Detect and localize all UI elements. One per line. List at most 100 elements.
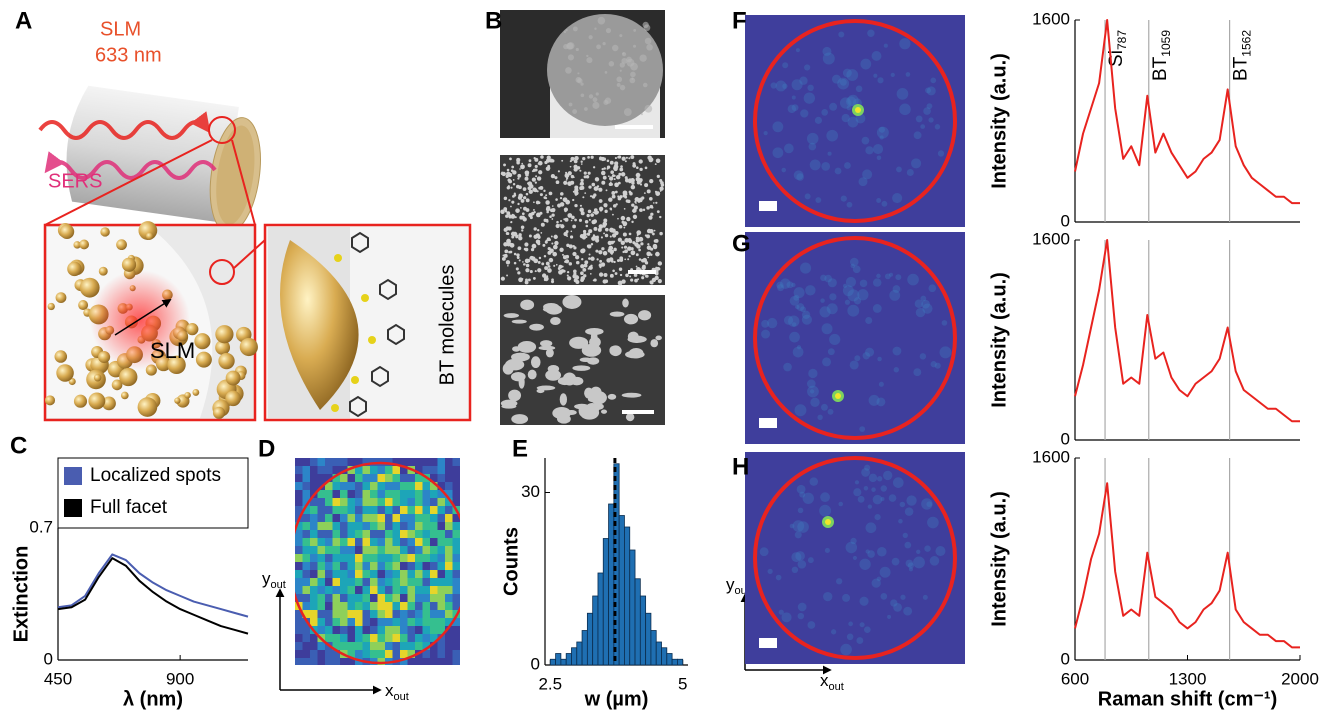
sem-grain bbox=[545, 194, 547, 196]
histogram-bar bbox=[656, 642, 661, 665]
speckle bbox=[815, 197, 821, 203]
heatmap-cell bbox=[430, 514, 438, 522]
speckle bbox=[859, 597, 868, 606]
sem-grain bbox=[504, 250, 508, 254]
sem-grain bbox=[580, 183, 582, 185]
sem-grain bbox=[554, 241, 558, 245]
heatmap-cell bbox=[400, 562, 408, 570]
sem-grain bbox=[528, 370, 537, 380]
heatmap-cell bbox=[325, 514, 333, 522]
x-tick-label: 600 bbox=[1061, 669, 1089, 688]
speckle bbox=[797, 345, 801, 349]
focus-spot bbox=[825, 519, 831, 525]
sem-grain bbox=[611, 191, 615, 195]
speckle bbox=[776, 282, 783, 289]
heatmap-cell bbox=[393, 522, 401, 530]
heatmap-cell bbox=[325, 626, 333, 634]
heatmap-cell bbox=[430, 554, 438, 562]
heatmap-cell bbox=[363, 562, 371, 570]
heatmap-cell bbox=[310, 514, 318, 522]
heatmap-cell bbox=[340, 458, 348, 466]
sem-grain bbox=[551, 236, 553, 238]
heatmap-cell bbox=[453, 522, 461, 530]
speckle bbox=[907, 169, 914, 176]
heatmap-cell bbox=[363, 594, 371, 602]
heatmap-cell bbox=[408, 562, 416, 570]
heatmap-cell bbox=[378, 498, 386, 506]
sem-grain bbox=[624, 258, 626, 260]
speckle bbox=[927, 517, 939, 529]
heatmap-cell bbox=[453, 530, 461, 538]
sem-grain bbox=[560, 197, 562, 199]
sem-grain bbox=[508, 180, 512, 184]
sem-grain bbox=[535, 181, 537, 183]
heatmap-cell bbox=[325, 498, 333, 506]
heatmap-cell bbox=[318, 458, 326, 466]
sem-grain bbox=[564, 218, 568, 222]
heatmap-cell bbox=[303, 658, 311, 666]
sem-grain bbox=[625, 273, 629, 277]
heatmap-cell bbox=[378, 474, 386, 482]
sem-grain bbox=[655, 276, 659, 280]
legend-label: Localized spots bbox=[90, 465, 221, 486]
heatmap-cell bbox=[318, 570, 326, 578]
heatmap-cell bbox=[393, 594, 401, 602]
sem-grain bbox=[577, 78, 582, 83]
sem-grain bbox=[602, 168, 604, 170]
sem-grain bbox=[571, 175, 574, 178]
sem-grain bbox=[569, 103, 573, 107]
speckle bbox=[877, 357, 882, 362]
heatmap-cell bbox=[415, 610, 423, 618]
sem-grain bbox=[631, 221, 633, 223]
heatmap-cell bbox=[453, 570, 461, 578]
sem-grain bbox=[571, 231, 573, 233]
heatmap-cell bbox=[370, 482, 378, 490]
heatmap-cell bbox=[348, 594, 356, 602]
speckle bbox=[821, 162, 830, 171]
speckle bbox=[914, 131, 922, 139]
heatmap-cell bbox=[310, 610, 318, 618]
sem-grain bbox=[583, 274, 586, 277]
speckle bbox=[872, 51, 882, 61]
heatmap-cell bbox=[423, 594, 431, 602]
sem-grain bbox=[538, 187, 541, 190]
speckle bbox=[924, 545, 931, 552]
sem-grain bbox=[591, 156, 594, 159]
heatmap-cell bbox=[303, 482, 311, 490]
speckle bbox=[826, 130, 838, 142]
speckle bbox=[803, 493, 814, 504]
heatmap-cell bbox=[348, 474, 356, 482]
heatmap-cell bbox=[370, 530, 378, 538]
sem-grain bbox=[529, 234, 532, 237]
sem-grain bbox=[507, 186, 510, 189]
sem-grain bbox=[599, 263, 603, 267]
sem-grain bbox=[603, 225, 606, 228]
sem-grain bbox=[572, 109, 577, 114]
sem-grain bbox=[655, 239, 659, 243]
sem-grain bbox=[544, 266, 548, 270]
sem-grain bbox=[545, 200, 549, 204]
sem-grain bbox=[525, 259, 530, 264]
heatmap-cell bbox=[295, 538, 303, 546]
sem-grain bbox=[541, 213, 543, 215]
heatmap-cell bbox=[318, 530, 326, 538]
sem-grain bbox=[571, 220, 573, 222]
speckle bbox=[873, 278, 881, 286]
speckle bbox=[907, 274, 919, 286]
sem-grain bbox=[560, 192, 564, 196]
sem-grain bbox=[609, 246, 613, 250]
sem-grain bbox=[566, 43, 573, 50]
heatmap-cell bbox=[423, 546, 431, 554]
heatmap-cell bbox=[453, 482, 461, 490]
heatmap-cell bbox=[385, 594, 393, 602]
heatmap-cell bbox=[453, 490, 461, 498]
heatmap-cell bbox=[385, 538, 393, 546]
sem-grain bbox=[633, 45, 636, 48]
heatmap-cell bbox=[370, 594, 378, 602]
sem-grain bbox=[645, 166, 648, 169]
sem-grain bbox=[639, 208, 643, 212]
sem-grain bbox=[610, 183, 613, 186]
heatmap-cell bbox=[318, 498, 326, 506]
heatmap-cell bbox=[333, 554, 341, 562]
heatmap-cell bbox=[325, 650, 333, 658]
